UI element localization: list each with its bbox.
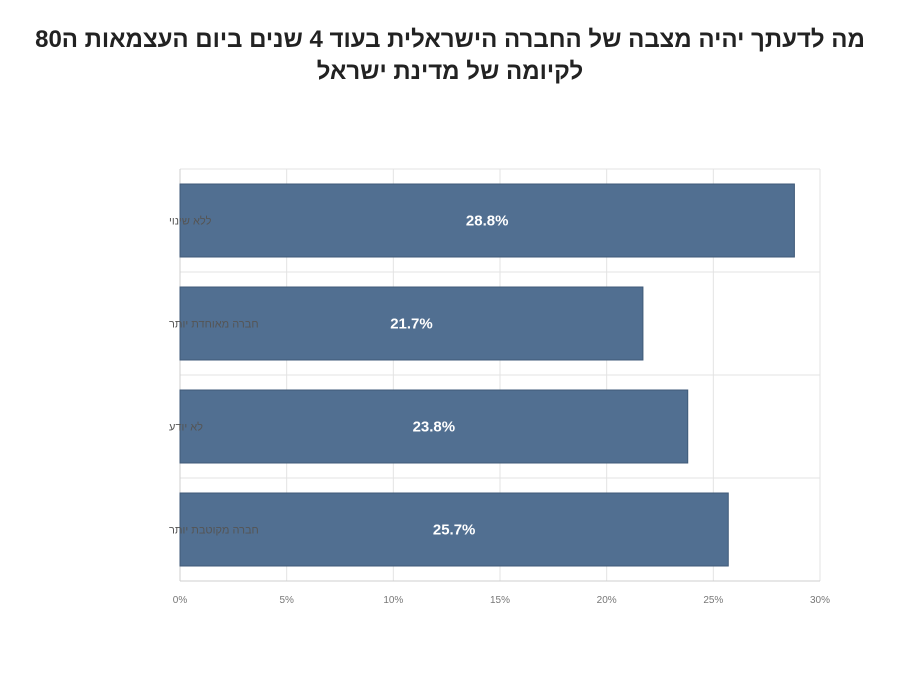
x-tick-label: 5% <box>279 595 294 606</box>
category-label: ללא שינוי <box>169 215 212 228</box>
bar-0 <box>179 183 795 258</box>
bar-3 <box>179 492 729 567</box>
chart-title-line-1: מה לדעתך יהיה מצבה של החברה הישראלית בעו… <box>35 26 865 53</box>
data-label: 21.7% <box>390 316 433 333</box>
x-tick-label: 15% <box>490 595 510 606</box>
bar-2 <box>179 389 689 464</box>
bar-1 <box>179 286 644 361</box>
data-label: 25.7% <box>433 522 476 539</box>
data-label: 23.8% <box>413 419 456 436</box>
x-tick-label: 20% <box>597 595 617 606</box>
category-label: חברה מקוטבת יותר <box>169 525 259 537</box>
chart-title-line-2: לקיומה של מדינת ישראל <box>316 58 584 85</box>
x-tick-label: 30% <box>810 595 830 606</box>
chart-title: מה לדעתך יהיה מצבה של החברה הישראלית בעו… <box>0 24 900 88</box>
x-tick-label: 10% <box>383 595 403 606</box>
data-label: 28.8% <box>466 213 509 230</box>
category-label: חברה מאוחדת יותר <box>169 319 259 331</box>
category-label: לא יודע <box>169 421 203 434</box>
x-tick-label: 0% <box>173 595 188 606</box>
x-tick-label: 25% <box>703 595 723 606</box>
